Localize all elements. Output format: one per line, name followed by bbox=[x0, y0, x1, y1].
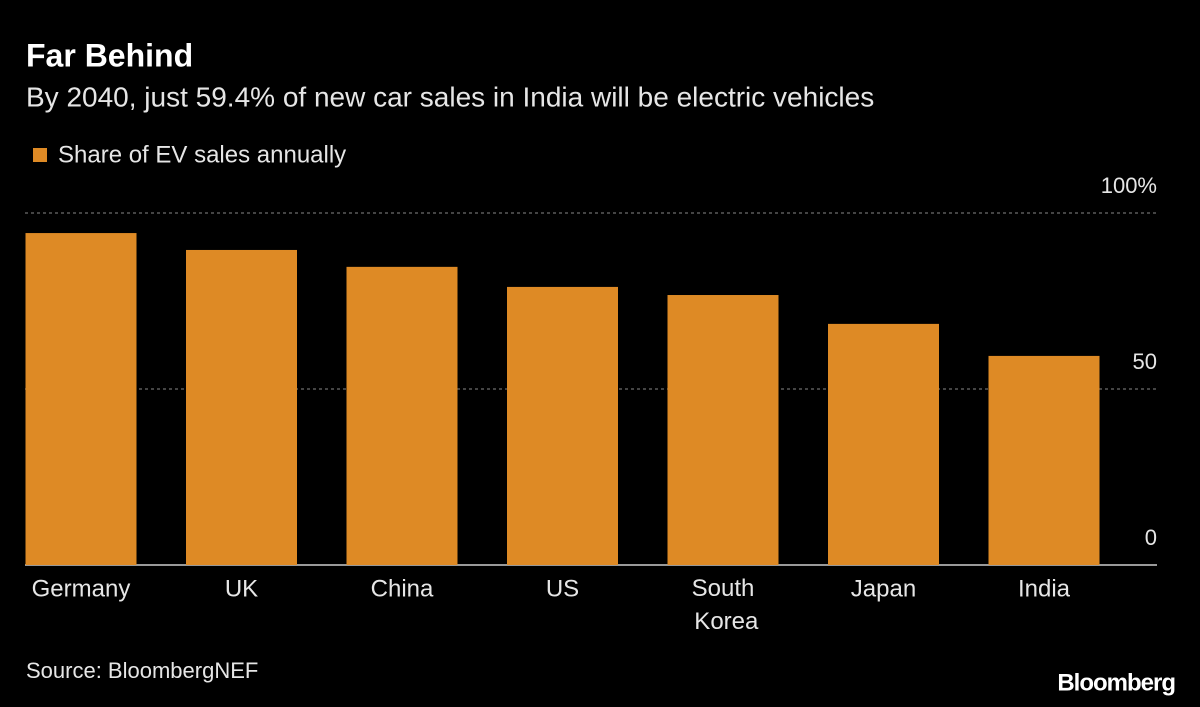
chart-title: Far Behind bbox=[26, 37, 193, 73]
bar bbox=[667, 295, 779, 565]
y-tick-label: 50 bbox=[1133, 349, 1157, 374]
y-tick-label: 100% bbox=[1101, 173, 1157, 198]
x-tick-label: India bbox=[1018, 575, 1071, 602]
bar bbox=[25, 233, 137, 565]
bar bbox=[988, 355, 1100, 565]
bar bbox=[186, 249, 297, 565]
brand: Bloomberg bbox=[1057, 669, 1175, 696]
x-tick-label: South Korea bbox=[688, 575, 759, 635]
x-tick-label: UK bbox=[225, 575, 258, 602]
legend-swatch bbox=[33, 148, 47, 162]
x-tick-label: China bbox=[371, 575, 434, 602]
legend-label: Share of EV sales annually bbox=[58, 141, 346, 168]
x-tick-label: Japan bbox=[851, 575, 916, 602]
x-tick-label: US bbox=[546, 575, 579, 602]
y-tick-label: 0 bbox=[1145, 525, 1157, 550]
source: Source: BloombergNEF bbox=[26, 658, 258, 683]
bar bbox=[507, 286, 618, 565]
x-tick-label: Germany bbox=[32, 575, 131, 602]
bar bbox=[346, 266, 458, 565]
bar bbox=[828, 323, 939, 565]
chart-subtitle: By 2040, just 59.4% of new car sales in … bbox=[26, 81, 874, 112]
